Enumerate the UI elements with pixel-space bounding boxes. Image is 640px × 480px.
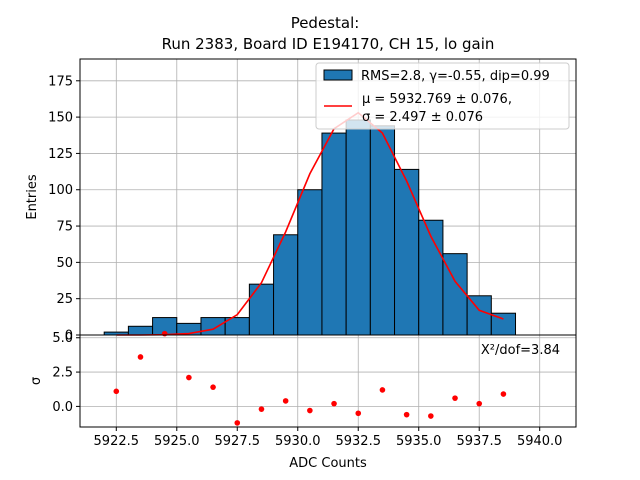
x-tick-label: 5922.5: [94, 434, 140, 449]
residual-point: [500, 391, 507, 397]
chart-subtitle: Run 2383, Board ID E194170, CH 15, lo ga…: [162, 35, 495, 53]
residual-point: [113, 388, 120, 395]
x-axis-label: ADC Counts: [289, 456, 367, 471]
residual-plot-frame: [79, 334, 577, 428]
histogram-bar: [345, 119, 371, 336]
main-y-tick-label: 150: [48, 111, 73, 126]
x-axis-ticks: 5922.5 5925.0 5927.5 5930.0 5932.5 5935.0 5937…: [94, 427, 563, 449]
residual-point: [379, 387, 386, 393]
histogram-bar: [127, 325, 154, 336]
legend-fit-label-sigma: σ = 2.497 ± 0.076: [362, 110, 483, 125]
histogram-bar: [418, 219, 444, 336]
residual-panel: 0.0 2.5 5.0 5922.5 5925.0 5927.5 5930.0 5932.5…: [29, 330, 577, 471]
histogram-panel: 0 25 50 75 100 125 150 175 Entries RMS=2.8, γ=-…: [25, 58, 577, 344]
main-y-axis-label: Entries: [25, 174, 40, 220]
x-tick-label: 5935.0: [396, 434, 442, 449]
residual-y-tick-label: 2.5: [52, 366, 73, 381]
residual-grid: [80, 335, 576, 427]
legend-box: [315, 62, 570, 130]
main-y-axis-ticks: 0 25 50 75 100 125 150 175: [48, 74, 80, 344]
chart-title: Pedestal:: [291, 14, 360, 32]
residual-point: [234, 420, 241, 426]
histogram-bar: [442, 253, 468, 336]
residual-point: [476, 400, 483, 407]
fit-curve: [116, 111, 504, 336]
residual-point: [186, 374, 192, 381]
x-tick-label: 5927.5: [215, 434, 261, 449]
legend-histogram-swatch: [323, 69, 353, 81]
legend: RMS=2.8, γ=-0.55, dip=0.99 μ = 5932.769 …: [315, 62, 570, 130]
main-y-tick-label: 25: [56, 292, 73, 307]
x-tick-label: 5937.5: [456, 434, 502, 449]
main-y-tick-label: 175: [48, 74, 73, 89]
main-y-tick-label: 75: [56, 220, 73, 235]
residual-point: [210, 384, 216, 390]
histogram-bar: [200, 317, 226, 336]
histogram-bar: [394, 168, 420, 336]
residual-point: [355, 410, 362, 417]
residual-point: [282, 398, 289, 404]
residual-point: [452, 395, 458, 401]
main-y-tick-label: 50: [56, 256, 73, 271]
x-tick-label: 5932.5: [335, 434, 381, 449]
residual-point: [331, 400, 337, 407]
histogram-bars: [103, 119, 517, 336]
residual-point: [161, 330, 168, 337]
histogram-bar: [248, 283, 275, 336]
x-tick-label: 5930.0: [275, 434, 321, 449]
legend-fit-label-mu: μ = 5932.769 ± 0.076,: [362, 92, 512, 107]
histogram-bar: [321, 132, 347, 336]
chi2-annotation: X²/dof=3.84: [481, 343, 560, 358]
residual-point: [137, 354, 144, 360]
main-y-tick-label: 0: [65, 329, 73, 344]
residual-point: [403, 411, 410, 418]
residual-y-axis-ticks: 0.0 2.5 5.0: [52, 331, 80, 415]
x-tick-label: 5925.0: [154, 434, 200, 449]
residual-y-tick-label: 0.0: [52, 400, 73, 415]
histogram-bar: [369, 125, 396, 336]
residual-point: [258, 406, 265, 412]
main-y-tick-label: 125: [48, 147, 73, 162]
histogram-bar: [297, 189, 323, 336]
residual-y-axis-label: σ: [29, 377, 44, 385]
residual-point: [307, 407, 313, 414]
residual-points: [113, 330, 507, 426]
residual-point: [428, 413, 434, 419]
x-tick-label: 5940.0: [517, 434, 563, 449]
main-y-tick-label: 100: [48, 183, 73, 198]
residual-y-tick-label: 5.0: [52, 331, 73, 346]
legend-histogram-label: RMS=2.8, γ=-0.55, dip=0.99: [361, 69, 550, 84]
histogram-bar: [466, 295, 492, 336]
